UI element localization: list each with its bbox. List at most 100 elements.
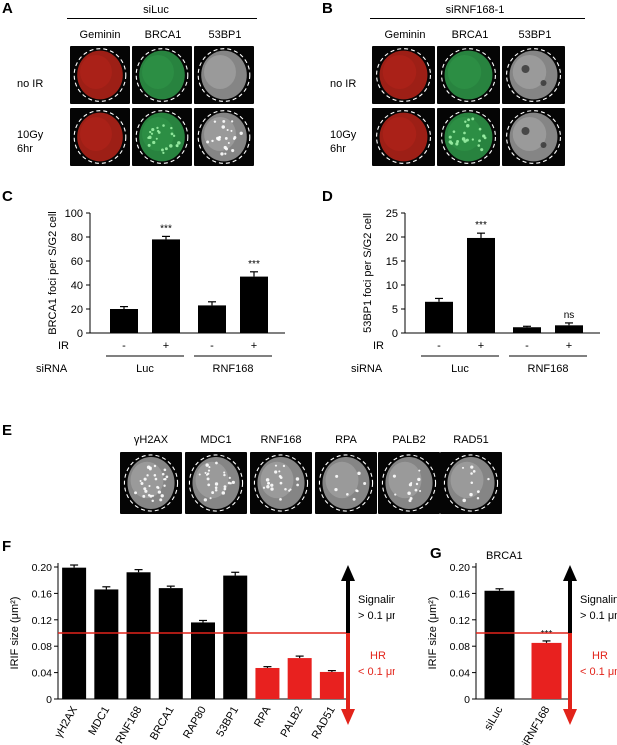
micrograph-bp53 [315,452,377,514]
x-tick-label: - [210,340,214,352]
panel-a-row-label: no IR [17,78,44,90]
panel-a-title: siLuc [143,4,169,16]
y-tick-label: 80 [71,232,83,244]
x-tick-label: siLuc [482,704,505,733]
x-tick-label: MDC1 [86,704,112,737]
y-tick-label: 0 [77,328,83,340]
micrograph-bp53 [120,452,182,514]
bar [425,301,453,333]
panel-b-col-label: 53BP1 [518,29,552,41]
micrograph-bp53 [440,452,502,514]
group-label: RNF168 [528,363,569,375]
significance-label: ns [564,310,575,321]
x-tick-label: RPA [252,704,274,729]
x-tick-label: + [478,340,484,352]
significance-label: *** [541,629,553,640]
x-tick-label: + [251,340,257,352]
x-tick-label: BRCA1 [148,704,177,742]
hr-label: HR [592,650,608,662]
x-tick-label: RNF168 [114,704,145,745]
micrograph-bp53 [194,108,254,166]
panel-label-b: B [322,0,333,17]
y-tick-label: 0.04 [32,668,53,680]
hr-threshold-label: < 0.1 μm² [358,666,395,678]
bar [152,239,180,333]
panel-b-col-label: Geminin [384,29,426,41]
significance-label: *** [160,223,172,234]
panel-label-f: F [2,538,12,555]
y-tick-label: 0.08 [450,641,471,653]
x-tick-label: γH2AX [53,704,81,740]
signaling-arrow-head [341,565,355,581]
bar [158,588,183,699]
panel-a-title-rule [67,18,257,19]
micrograph-geminin [372,46,435,104]
x-tick-label: PALB2 [278,704,305,739]
row-label-ir: IR [58,340,69,352]
bar [484,590,515,699]
micrograph-geminin [372,108,435,166]
group-label: Luc [136,363,154,375]
bar [240,276,268,333]
panel-label-g: G [430,545,442,562]
y-tick-label: 0.04 [450,668,471,680]
bar [513,327,541,333]
micrograph-brca1 [437,46,500,104]
micrograph-bp53 [194,46,254,104]
bar [110,309,138,333]
x-tick-label: 53BP1 [214,704,241,739]
signaling-label: Signaling [358,594,395,606]
hr-threshold-label: < 0.1 μm² [580,666,617,678]
hr-arrow-head [563,709,577,725]
y-tick-label: 10 [386,280,398,292]
micrograph-brca1 [437,108,500,166]
y-tick-label: 0.08 [32,641,53,653]
chart-g: 0 0.04 0.08 0.12 0.16 0.20 IRIF size (μm²) siLu… [427,550,617,745]
panel-b-row-label: no IR [330,78,357,90]
signaling-threshold-label: > 0.1 μm² [358,610,395,622]
x-tick-label: + [163,340,169,352]
y-tick-label: 0 [392,328,398,340]
y-tick-label: 100 [65,208,83,220]
panel-e-col-label: MDC1 [200,434,232,446]
micrograph-brca1 [132,108,192,166]
hr-label: HR [370,650,386,662]
y-tick-label: 20 [386,232,398,244]
micrograph-bp53 [250,452,312,514]
x-tick-label: RAP80 [181,704,209,740]
x-tick-label: RAD51 [310,704,338,741]
row-label-ir: IR [373,340,384,352]
panel-a-row-label: 10Gy 6hr [17,129,44,155]
bar [319,671,344,699]
y-tick-label: 40 [71,280,83,292]
signaling-threshold-label: > 0.1 μm² [580,610,617,622]
bar [467,237,495,333]
panel-e-col-label: γH2AX [133,434,169,446]
y-tick-label: 60 [71,256,83,268]
group-label: Luc [451,363,469,375]
y-tick-label: 0.16 [32,588,53,600]
micrograph-bp53 [185,452,247,514]
y-axis-label: BRCA1 foci per S/G2 cell [47,211,59,335]
y-tick-label: 0.16 [450,588,471,600]
panel-a-col-label: 53BP1 [208,29,242,41]
y-tick-label: 0 [464,694,470,706]
panel-e-col-label: RAD51 [453,434,489,446]
significance-label: *** [475,220,487,231]
bar [555,325,583,333]
x-tick-label: - [122,340,126,352]
y-tick-label: 0.20 [32,562,53,574]
y-tick-label: 5 [392,304,398,316]
x-tick-label: siRNF168 [518,704,553,745]
panel-e-col-label: PALB2 [392,434,426,446]
bar [191,622,215,699]
chart-f: 0 0.04 0.08 0.12 0.16 0.20 IRIF size (μm²) γH2A… [9,562,395,745]
x-tick-label: - [525,340,529,352]
bar [198,305,226,333]
micrograph-geminin [70,46,130,104]
signaling-arrow-head [563,565,577,581]
panel-label-a: A [2,0,13,17]
y-tick-label: 20 [71,304,83,316]
panel-e-col-label: RNF168 [260,434,302,446]
y-tick-label: 0.12 [32,615,53,627]
